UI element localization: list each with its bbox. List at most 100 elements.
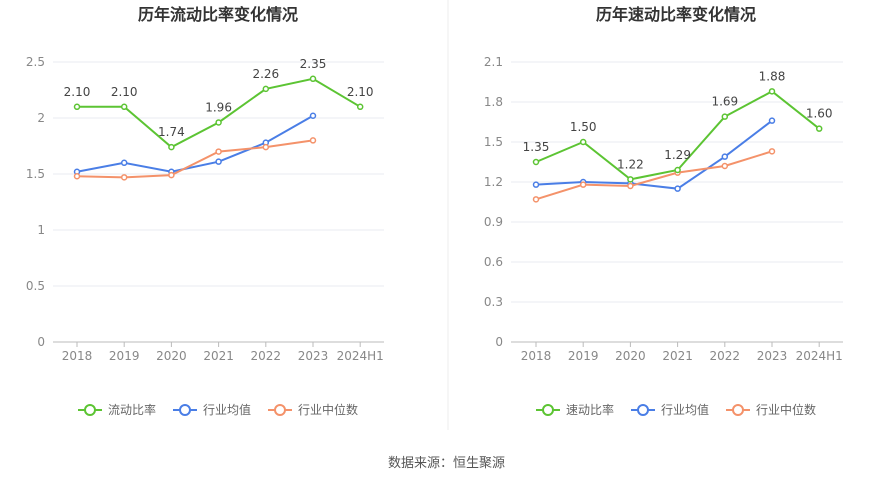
legend-label: 速动比率 [566, 402, 614, 417]
y-tick-label: 0.3 [484, 295, 503, 309]
series-line [535, 90, 820, 181]
series-line [76, 114, 314, 173]
data-point [309, 137, 317, 144]
legend-item: 行业中位数 [268, 402, 358, 417]
legend-item: 行业中位数 [726, 402, 816, 417]
data-point [262, 143, 270, 151]
data-point [73, 172, 81, 180]
data-point [215, 148, 222, 155]
data-point [168, 171, 175, 179]
x-tick-label: 2019 [568, 349, 599, 363]
data-point [815, 125, 823, 132]
x-tick-label: 2022 [251, 349, 282, 363]
x-tick-label: 2022 [710, 349, 741, 363]
data-label: 2.10 [64, 85, 91, 99]
data-point [768, 148, 776, 155]
data-label: 2.10 [347, 85, 374, 99]
legend-item: 行业均值 [173, 402, 251, 417]
series-line [535, 150, 773, 201]
data-point [532, 181, 540, 188]
x-tick-label: 2020 [156, 349, 187, 363]
data-point [309, 112, 317, 120]
legend-label: 流动比率 [108, 402, 156, 417]
data-point [768, 117, 776, 124]
data-label: 2.10 [111, 85, 138, 99]
x-tick-label: 2024H1 [796, 349, 843, 363]
y-tick-label: 0 [495, 335, 503, 349]
data-point [674, 185, 681, 192]
y-tick-label: 1.8 [484, 95, 503, 109]
legend-item: 行业均值 [631, 402, 709, 417]
legend-marker [732, 404, 744, 416]
y-tick-label: 1.2 [484, 175, 503, 189]
legend-marker [637, 404, 649, 416]
data-point [215, 119, 222, 126]
data-label: 1.88 [759, 69, 786, 83]
quick-ratio-chart: 历年速动比率变化情况 0 0.3 0.6 0.9 1.2 1.5 1.8 2.1 2018 2019… [484, 5, 843, 417]
y-tick-label: 0.6 [484, 255, 503, 269]
y-tick-label: 2 [37, 111, 45, 125]
x-tick-label: 2020 [615, 349, 646, 363]
x-tick-label: 2018 [62, 349, 93, 363]
series-line [76, 139, 314, 179]
data-label: 1.60 [806, 107, 833, 121]
y-tick-label: 2.1 [484, 55, 503, 69]
y-tick-label: 2.5 [26, 55, 45, 69]
legend-marker [179, 404, 191, 416]
legend-label: 行业中位数 [298, 402, 358, 417]
legend-item: 速动比率 [536, 402, 614, 417]
data-label: 1.35 [523, 140, 550, 154]
x-tick-label: 2023 [298, 349, 329, 363]
data-point [627, 176, 634, 183]
data-point [532, 158, 540, 166]
data-point [721, 153, 729, 160]
y-tick-label: 0 [37, 335, 45, 349]
data-point [768, 88, 776, 95]
y-tick-label: 1.5 [484, 135, 503, 149]
x-tick-label: 2021 [662, 349, 693, 363]
data-label: 2.26 [252, 67, 279, 81]
data-point [215, 158, 222, 165]
chart-title: 历年速动比率变化情况 [596, 5, 756, 24]
data-point [262, 85, 270, 93]
data-point [73, 103, 81, 111]
data-point [120, 103, 128, 111]
y-tick-label: 0.5 [26, 279, 45, 293]
data-point [721, 162, 729, 170]
data-source: 数据来源：恒生聚源 [387, 456, 505, 471]
x-tick-label: 2024H1 [337, 349, 384, 363]
legend-marker [274, 404, 286, 416]
data-label: 1.50 [570, 120, 597, 134]
legend-label: 行业均值 [203, 402, 251, 417]
data-point [532, 196, 540, 203]
data-label: 1.69 [711, 95, 738, 109]
x-tick-label: 2018 [521, 349, 552, 363]
y-tick-label: 0.9 [484, 215, 503, 229]
data-point [120, 159, 128, 167]
legend-marker [84, 404, 96, 416]
x-tick-label: 2021 [203, 349, 234, 363]
data-point [579, 138, 587, 146]
chart-title: 历年流动比率变化情况 [138, 5, 298, 24]
data-point [721, 113, 729, 120]
data-point [627, 182, 634, 190]
data-label: 1.29 [664, 148, 691, 162]
data-label: 2.35 [300, 57, 327, 71]
x-tick-label: 2023 [757, 349, 788, 363]
data-point [120, 174, 128, 181]
legend-label: 行业中位数 [756, 402, 816, 417]
series-line [535, 119, 773, 190]
data-label: 1.22 [617, 157, 644, 171]
y-tick-label: 1.5 [26, 167, 45, 181]
data-point [309, 75, 317, 83]
legend-marker [542, 404, 554, 416]
data-point [674, 166, 681, 174]
data-point [168, 143, 175, 151]
legend-label: 行业均值 [661, 402, 709, 417]
data-label: 1.74 [158, 125, 185, 139]
data-point [356, 103, 364, 111]
data-label: 1.96 [205, 100, 232, 114]
x-tick-label: 2019 [109, 349, 140, 363]
current-ratio-chart: 历年流动比率变化情况 0 0.5 1 1.5 2 2.5 2018 2019 2020 2021 20… [26, 5, 384, 417]
